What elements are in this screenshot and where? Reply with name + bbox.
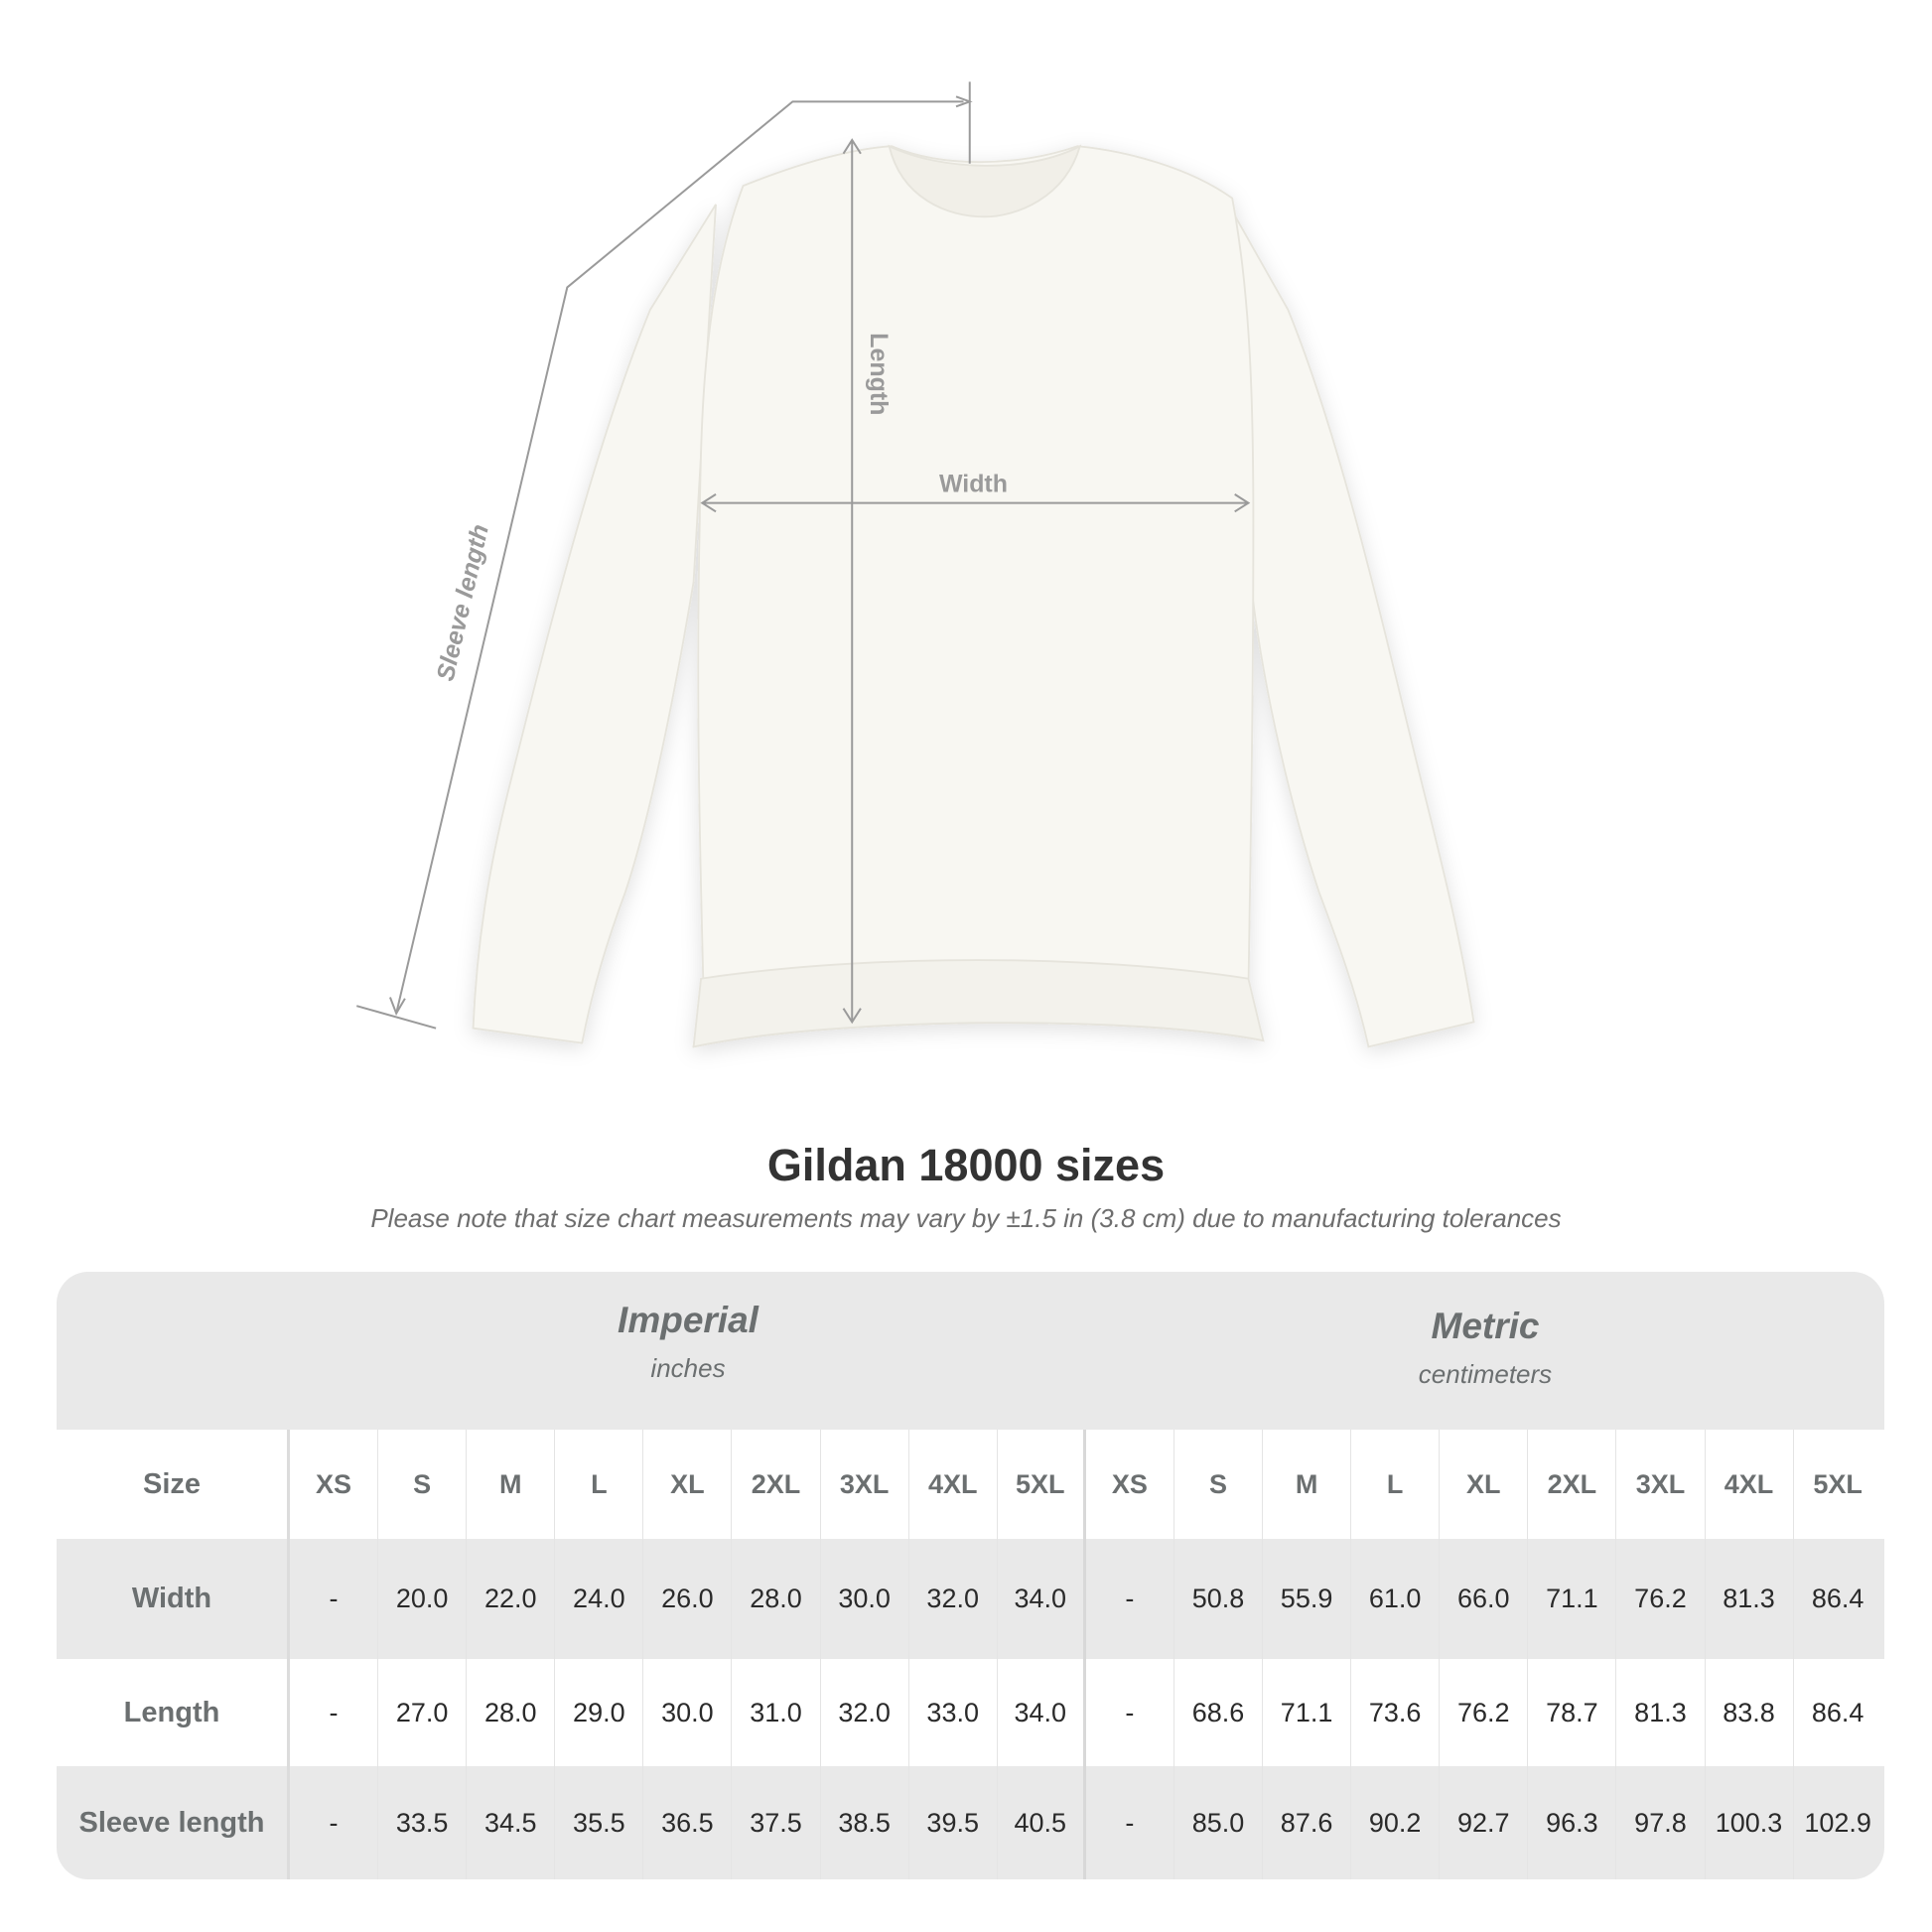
metric-value-cell: 100.3: [1706, 1766, 1794, 1879]
imperial-value-cell: 34.0: [998, 1539, 1086, 1659]
size-table: Imperial inches Metric centimeters Size X…: [57, 1272, 1884, 1879]
chart-title: Gildan 18000 sizes: [766, 1140, 1166, 1190]
size-header-metric: L: [1351, 1430, 1441, 1539]
imperial-unit: inches: [650, 1353, 726, 1383]
imperial-value-cell: 37.5: [732, 1766, 821, 1879]
metric-value-cell: 73.6: [1351, 1659, 1441, 1766]
imperial-value-cell: 27.0: [378, 1659, 468, 1766]
metric-value-cell: -: [1086, 1766, 1174, 1879]
size-header-imperial: 5XL: [998, 1430, 1086, 1539]
metric-value-cell: 76.2: [1616, 1539, 1706, 1659]
size-header-imperial: 3XL: [821, 1430, 909, 1539]
imperial-value-cell: 32.0: [821, 1659, 909, 1766]
size-header-metric: XS: [1086, 1430, 1174, 1539]
metric-value-cell: 71.1: [1263, 1659, 1352, 1766]
metric-value-cell: 96.3: [1528, 1766, 1617, 1879]
table-row: Width -20.0 22.0 24.0 26.0 28.0 30.0 32.0 34.0-5…: [57, 1539, 1884, 1659]
metric-value-cell: 50.8: [1174, 1539, 1264, 1659]
size-header-metric: 3XL: [1616, 1430, 1706, 1539]
imperial-heading: Imperial: [618, 1300, 759, 1340]
size-header-imperial: L: [555, 1430, 644, 1539]
imperial-value-cell: 22.0: [467, 1539, 556, 1659]
sleeve-length-label: Sleeve length: [432, 522, 494, 684]
imperial-value-cell: 33.0: [909, 1659, 998, 1766]
size-header-metric: S: [1174, 1430, 1264, 1539]
size-header-metric: M: [1263, 1430, 1352, 1539]
metric-value-cell: 81.3: [1706, 1539, 1794, 1659]
table-row: Length -27.0 28.0 29.0 30.0 31.0 32.0 33.0 34.0-…: [57, 1659, 1884, 1766]
imperial-value-cell: 34.0: [998, 1659, 1086, 1766]
size-header-row: Size XS S M L XL 2XL 3XL 4XL 5XL XS S M L XL 2XL 3XL 4XL 5…: [57, 1430, 1884, 1539]
metric-value-cell: 78.7: [1528, 1659, 1617, 1766]
imperial-value-cell: 34.5: [467, 1766, 556, 1879]
imperial-header: Imperial inches: [290, 1300, 1086, 1384]
size-header-metric: XL: [1440, 1430, 1529, 1539]
row-label: Width: [57, 1539, 290, 1659]
unit-header-band: [57, 1272, 1884, 1430]
sweatshirt: [472, 144, 1475, 1048]
imperial-value-cell: 38.5: [821, 1766, 909, 1879]
imperial-value-cell: -: [290, 1539, 379, 1659]
metric-header: Metric centimeters: [1086, 1306, 1884, 1390]
row-label: Length: [57, 1659, 290, 1766]
imperial-value-cell: 31.0: [732, 1659, 821, 1766]
metric-value-cell: 90.2: [1351, 1766, 1441, 1879]
imperial-value-cell: 28.0: [467, 1659, 556, 1766]
imperial-value-cell: 35.5: [555, 1766, 644, 1879]
row-label: Sleeve length: [57, 1766, 290, 1879]
imperial-value-cell: 32.0: [909, 1539, 998, 1659]
imperial-value-cell: 24.0: [555, 1539, 644, 1659]
imperial-value-cell: 28.0: [732, 1539, 821, 1659]
size-header-imperial: M: [467, 1430, 556, 1539]
metric-value-cell: 71.1: [1528, 1539, 1617, 1659]
imperial-value-cell: 40.5: [998, 1766, 1086, 1879]
metric-value-cell: 83.8: [1706, 1659, 1794, 1766]
size-header-imperial: 4XL: [909, 1430, 998, 1539]
metric-value-cell: 87.6: [1263, 1766, 1352, 1879]
imperial-value-cell: 33.5: [378, 1766, 468, 1879]
imperial-value-cell: 29.0: [555, 1659, 644, 1766]
size-header-imperial: 2XL: [732, 1430, 821, 1539]
metric-value-cell: 86.4: [1811, 1584, 1864, 1613]
width-arrow: [700, 493, 1251, 513]
width-label: Width: [939, 470, 1008, 497]
size-header-metric: 2XL: [1528, 1430, 1617, 1539]
size-header-imperial: XS: [290, 1430, 379, 1539]
metric-heading: Metric: [1431, 1306, 1540, 1346]
metric-value-cell: 66.0: [1440, 1539, 1529, 1659]
size-header-metric: 4XL: [1706, 1430, 1794, 1539]
imperial-value-cell: 39.5: [909, 1766, 998, 1879]
imperial-value-cell: 36.5: [643, 1766, 733, 1879]
metric-value-cell: 86.4: [1811, 1697, 1864, 1727]
imperial-value-cell: -: [290, 1766, 379, 1879]
metric-value-cell: 92.7: [1440, 1766, 1529, 1879]
metric-value-cell: 68.6: [1174, 1659, 1264, 1766]
length-label: Length: [865, 333, 893, 415]
metric-value-cell: 76.2: [1440, 1659, 1529, 1766]
size-label: Size: [57, 1430, 290, 1539]
imperial-value-cell: -: [290, 1659, 379, 1766]
tolerance-note: Please note that size chart measurements…: [370, 1203, 1562, 1233]
sleeve-length-line: [355, 81, 971, 1030]
imperial-value-cell: 30.0: [821, 1539, 909, 1659]
metric-value-cell: 55.9: [1263, 1539, 1352, 1659]
metric-value-cell: 61.0: [1351, 1539, 1441, 1659]
metric-unit: centimeters: [1418, 1359, 1553, 1389]
metric-value-cell: 102.9: [1804, 1807, 1871, 1838]
metric-value-cell: -: [1086, 1539, 1174, 1659]
size-header-imperial: XL: [643, 1430, 733, 1539]
sweatshirt-illustration: Length Width Sleeve length: [355, 81, 1475, 1048]
imperial-value-cell: 20.0: [378, 1539, 468, 1659]
size-header-imperial: S: [378, 1430, 468, 1539]
metric-value-cell: 85.0: [1174, 1766, 1264, 1879]
imperial-value-cell: 26.0: [643, 1539, 733, 1659]
metric-value-cell: 81.3: [1616, 1659, 1706, 1766]
metric-value-cell: 97.8: [1616, 1766, 1706, 1879]
metric-value-cell: -: [1086, 1659, 1174, 1766]
size-header-metric: 5XL: [1813, 1468, 1863, 1499]
length-arrow: [842, 138, 862, 1025]
table-row: Sleeve length -33.5 34.5 35.5 36.5 37.5 38.5 39…: [57, 1766, 1884, 1879]
imperial-value-cell: 30.0: [643, 1659, 733, 1766]
measure-lines: [355, 81, 1251, 1030]
